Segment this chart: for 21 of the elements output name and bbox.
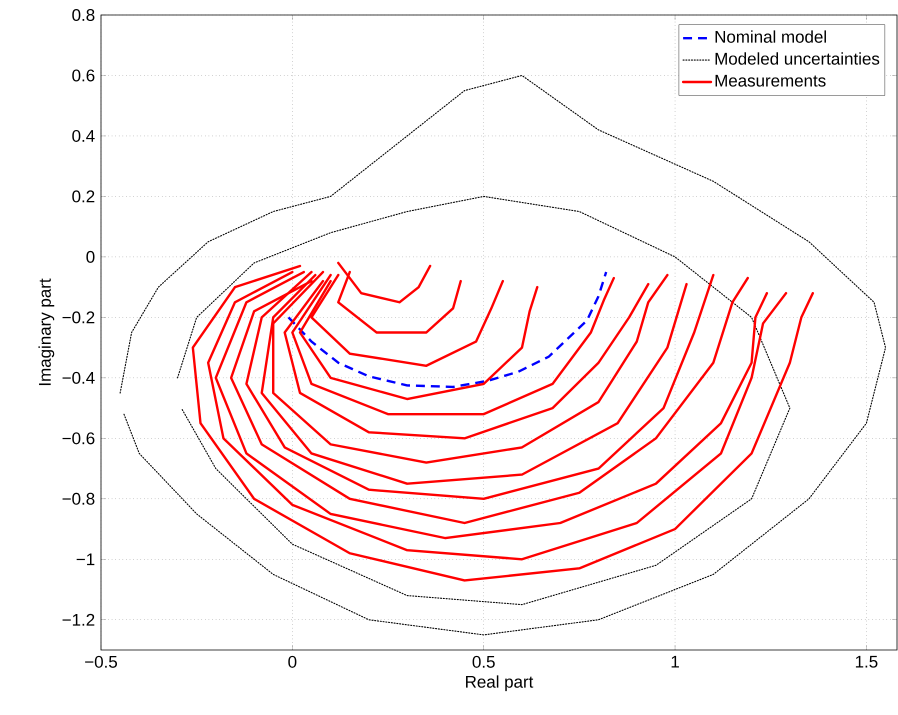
legend-label: Measurements bbox=[716, 74, 826, 87]
y-tick-label: −0.2 bbox=[62, 311, 94, 324]
y-tick-label: −0.6 bbox=[62, 432, 94, 444]
x-tick-label: 0 bbox=[288, 656, 296, 668]
x-tick-label: 1.5 bbox=[856, 656, 878, 668]
y-tick-label: −0.8 bbox=[62, 492, 94, 505]
y-tick-label: 0.2 bbox=[72, 190, 94, 202]
x-tick-label: −0.5 bbox=[85, 656, 117, 668]
x-axis-title: Real part bbox=[466, 675, 534, 692]
y-tick-label: 0.6 bbox=[72, 69, 94, 82]
y-tick-label: 0 bbox=[86, 250, 95, 263]
y-tick-label: −0.4 bbox=[62, 372, 95, 384]
y-axis-title: Imaginary part bbox=[38, 278, 54, 386]
y-tick-label: −1.2 bbox=[62, 614, 94, 626]
legend-label: Modeled uncertainties bbox=[716, 52, 880, 65]
x-tick-label: 0.5 bbox=[472, 656, 495, 668]
legend-label: Nominal model bbox=[716, 30, 826, 43]
x-tick-label: 1 bbox=[672, 656, 679, 668]
y-tick-label: 0.4 bbox=[72, 130, 95, 142]
y-tick-label: −1 bbox=[76, 553, 94, 566]
y-tick-label: 0.8 bbox=[72, 8, 94, 21]
